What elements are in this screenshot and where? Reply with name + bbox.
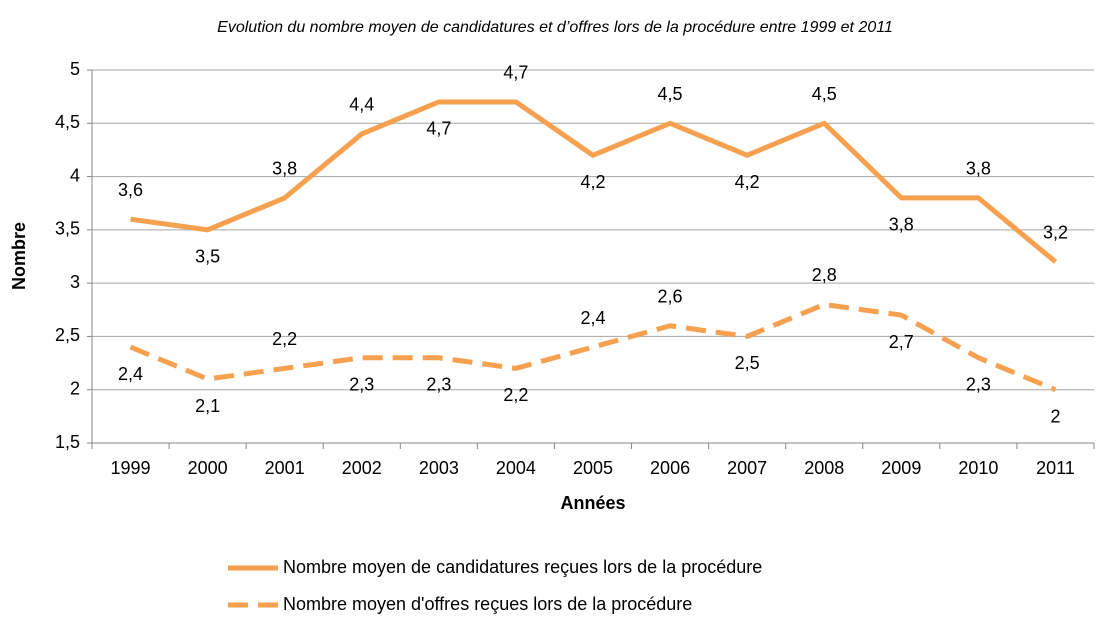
data-label: 4,7	[503, 63, 528, 83]
y-tick-label: 3,5	[55, 219, 80, 239]
x-tick-label: 2009	[881, 458, 921, 478]
data-label: 2,3	[426, 374, 451, 394]
data-label: 3,5	[195, 247, 220, 267]
x-tick-label: 2006	[650, 458, 690, 478]
x-axis-title: Années	[560, 493, 625, 513]
data-label: 3,8	[889, 215, 914, 235]
data-label: 3,6	[118, 180, 143, 200]
data-label: 2,6	[658, 287, 683, 307]
y-axis-title: Nombre	[9, 222, 29, 290]
y-tick-label: 2	[70, 378, 80, 398]
x-tick-label: 2005	[573, 458, 613, 478]
data-label: 4,4	[349, 95, 374, 115]
data-label: 4,2	[580, 172, 605, 192]
y-tick-label: 1,5	[55, 432, 80, 452]
data-label: 4,5	[658, 84, 683, 104]
data-label: 2,5	[735, 353, 760, 373]
line-series	[129, 301, 1057, 393]
data-label: 2,8	[812, 265, 837, 285]
legend-label: Nombre moyen d'offres reçues lors de la …	[283, 594, 692, 614]
data-label: 4,7	[426, 119, 451, 139]
y-tick-label: 4,5	[55, 112, 80, 132]
x-tick-label: 2001	[265, 458, 305, 478]
x-tick-label: 2003	[419, 458, 459, 478]
y-tick-label: 4	[70, 165, 80, 185]
x-tick-label: 2010	[958, 458, 998, 478]
legend-label: Nombre moyen de candidatures reçues lors…	[283, 557, 762, 577]
x-tick-label: 2011	[1036, 458, 1075, 478]
data-label: 2,4	[118, 364, 143, 384]
chart-title: Evolution du nombre moyen de candidature…	[217, 19, 893, 36]
data-label: 2,7	[889, 332, 914, 352]
y-tick-label: 5	[70, 59, 80, 79]
data-label: 3,8	[966, 159, 991, 179]
x-tick-label: 2008	[804, 458, 844, 478]
data-label: 2,2	[272, 329, 297, 349]
data-label: 4,2	[735, 172, 760, 192]
data-label: 2,3	[349, 374, 374, 394]
line-series	[130, 99, 1058, 264]
x-tick-label: 2004	[496, 458, 536, 478]
data-label: 2,3	[966, 374, 991, 394]
y-tick-label: 2,5	[55, 325, 80, 345]
data-label: 3,8	[272, 159, 297, 179]
data-label: 2,4	[580, 308, 605, 328]
data-label: 2	[1050, 406, 1060, 426]
data-label: 2,2	[503, 385, 528, 405]
x-tick-label: 1999	[111, 458, 151, 478]
x-tick-label: 2007	[727, 458, 767, 478]
x-tick-label: 2000	[188, 458, 228, 478]
y-tick-label: 3	[70, 272, 80, 292]
data-label: 4,5	[812, 84, 837, 104]
data-label: 3,2	[1043, 223, 1068, 243]
x-tick-label: 2002	[342, 458, 382, 478]
data-label: 2,1	[195, 396, 220, 416]
